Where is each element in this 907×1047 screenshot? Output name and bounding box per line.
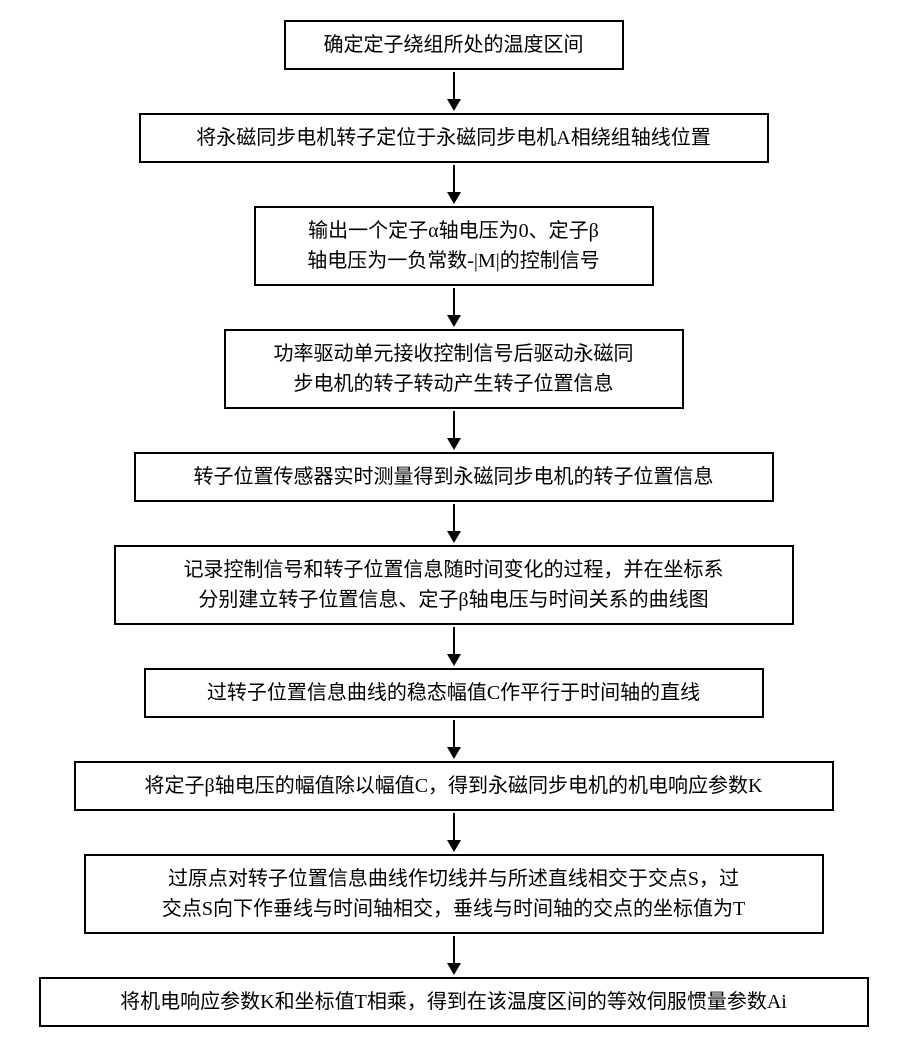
arrow-icon	[447, 411, 461, 450]
flowchart-container: 确定定子绕组所处的温度区间 将永磁同步电机转子定位于永磁同步电机A相绕组轴线位置…	[10, 20, 897, 1027]
flowchart-node-6: 记录控制信号和转子位置信息随时间变化的过程，并在坐标系分别建立转子位置信息、定子…	[114, 545, 794, 625]
flowchart-node-4: 功率驱动单元接收控制信号后驱动永磁同步电机的转子转动产生转子位置信息	[224, 329, 684, 409]
flowchart-node-10: 将机电响应参数K和坐标值T相乘，得到在该温度区间的等效伺服惯量参数Ai	[39, 977, 869, 1027]
flowchart-node-3: 输出一个定子α轴电压为0、定子β轴电压为一负常数-|M|的控制信号	[254, 206, 654, 286]
flowchart-node-9: 过原点对转子位置信息曲线作切线并与所述直线相交于交点S，过交点S向下作垂线与时间…	[84, 854, 824, 934]
arrow-icon	[447, 813, 461, 852]
arrow-icon	[447, 288, 461, 327]
flowchart-node-7: 过转子位置信息曲线的稳态幅值C作平行于时间轴的直线	[144, 668, 764, 718]
arrow-icon	[447, 936, 461, 975]
arrow-icon	[447, 165, 461, 204]
flowchart-node-1: 确定定子绕组所处的温度区间	[284, 20, 624, 70]
arrow-icon	[447, 627, 461, 666]
flowchart-node-8: 将定子β轴电压的幅值除以幅值C，得到永磁同步电机的机电响应参数K	[74, 761, 834, 811]
arrow-icon	[447, 720, 461, 759]
flowchart-node-2: 将永磁同步电机转子定位于永磁同步电机A相绕组轴线位置	[139, 113, 769, 163]
flowchart-node-5: 转子位置传感器实时测量得到永磁同步电机的转子位置信息	[134, 452, 774, 502]
arrow-icon	[447, 504, 461, 543]
arrow-icon	[447, 72, 461, 111]
